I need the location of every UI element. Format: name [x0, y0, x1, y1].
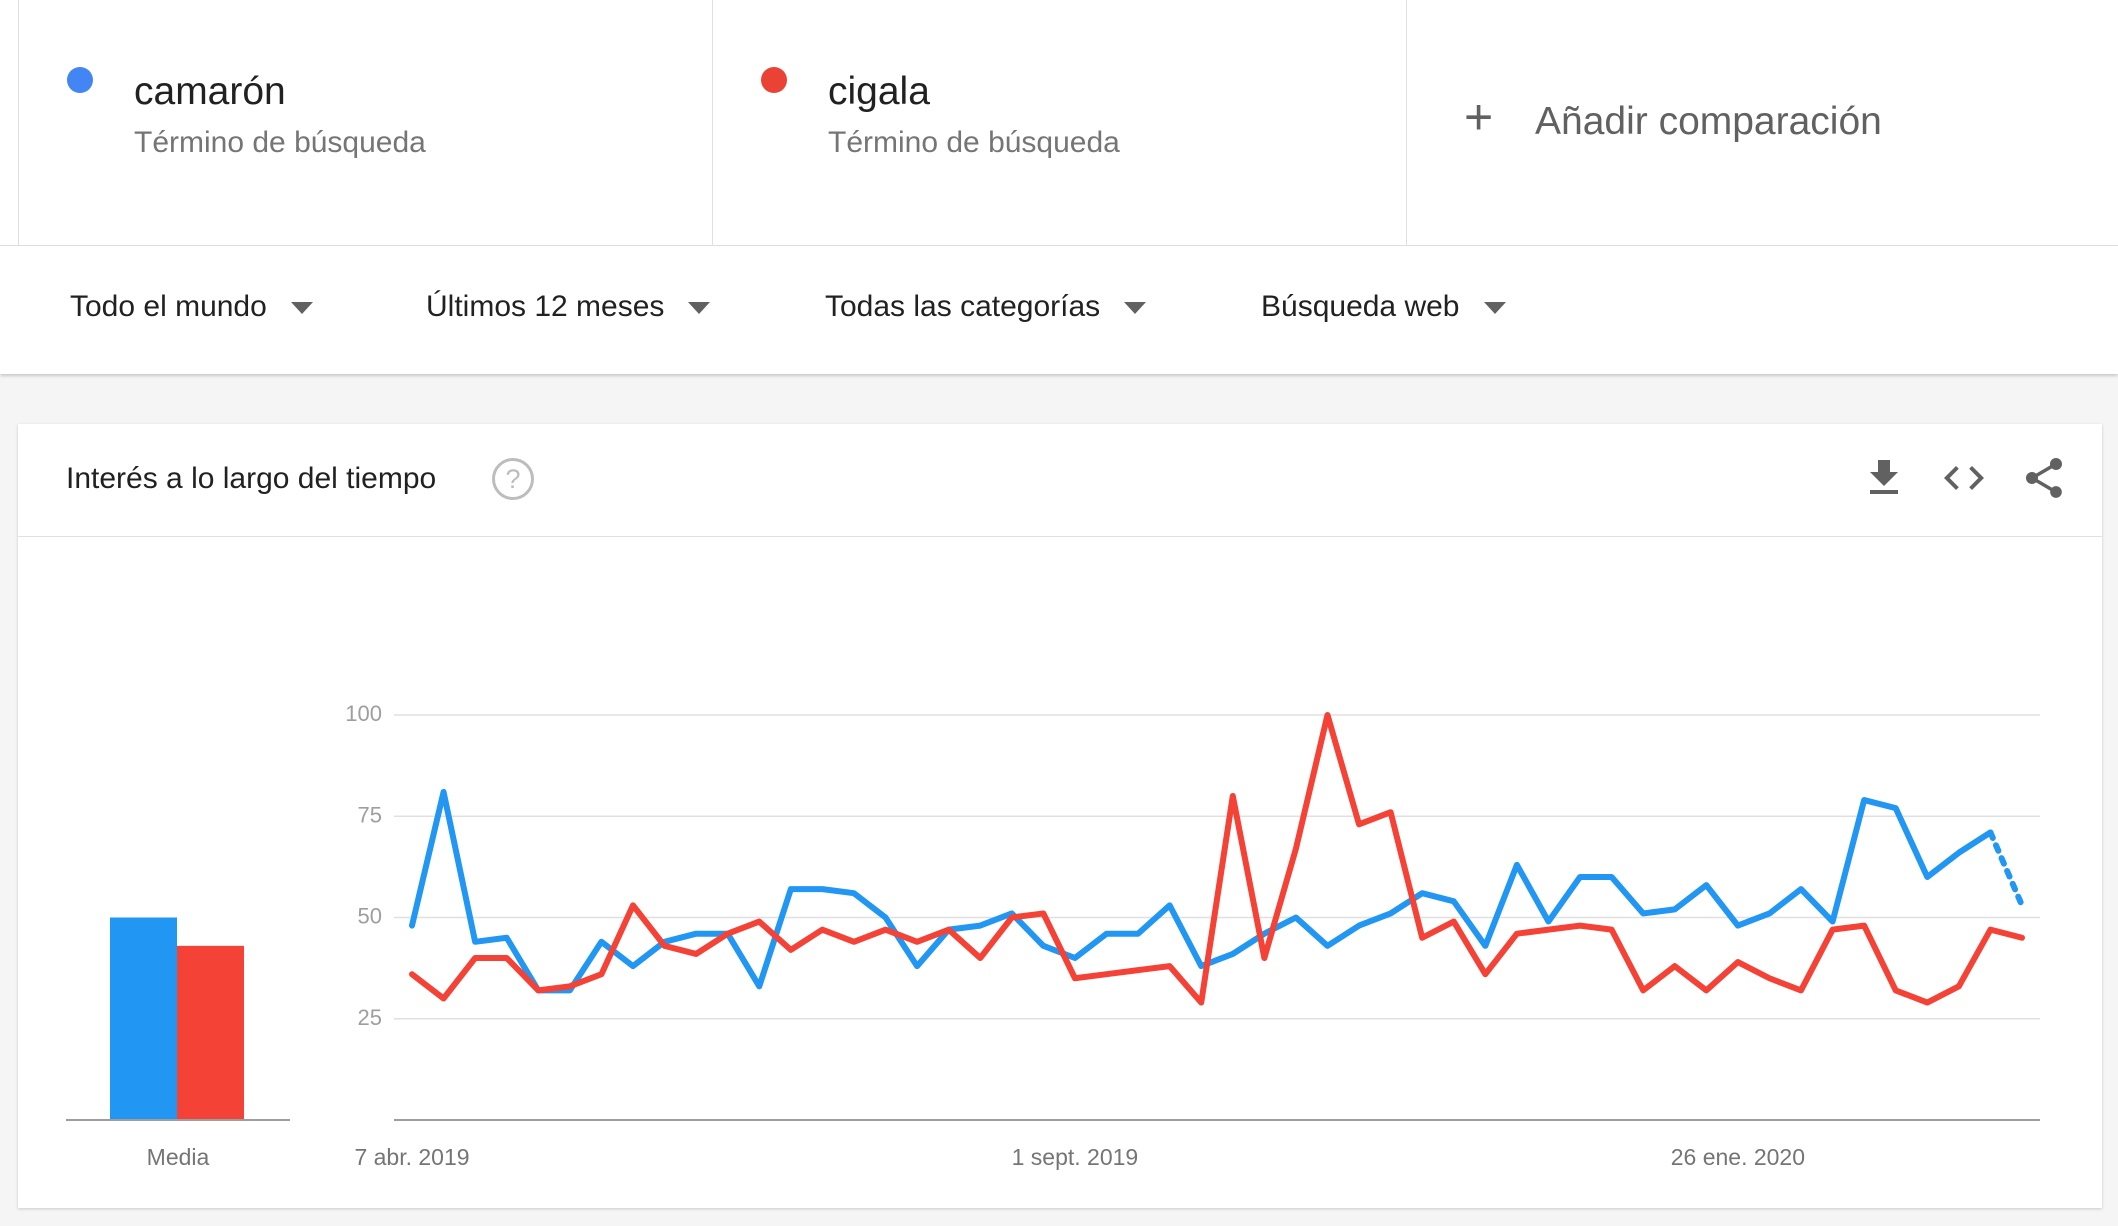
- card-title: Interés a lo largo del tiempo: [66, 462, 437, 495]
- y-tick-label: 100: [345, 701, 382, 726]
- average-bar-cigala: [177, 945, 244, 1120]
- time-range-dropdown[interactable]: Últimos 12 meses: [426, 290, 711, 324]
- y-tick-label: 25: [358, 1005, 382, 1030]
- time-range-label: Últimos 12 meses: [426, 290, 665, 323]
- term-card-camaron[interactable]: camarón Término de búsqueda: [18, 0, 712, 245]
- card-header: Interés a lo largo del tiempo ?: [18, 424, 2102, 537]
- plus-icon: +: [1464, 89, 1494, 145]
- embed-code-icon[interactable]: [1940, 454, 1988, 502]
- term-type: Término de búsqueda: [134, 126, 426, 159]
- average-bar-camaron: [110, 917, 177, 1120]
- caret-down-icon: [290, 302, 313, 315]
- caret-down-icon: [688, 302, 711, 315]
- region-label: Todo el mundo: [70, 290, 267, 323]
- add-comparison-button[interactable]: + Añadir comparación: [1406, 0, 2118, 245]
- series-partial-segment: [1987, 829, 2025, 909]
- series-line-cigala: [409, 712, 2025, 1006]
- interest-over-time-card: Interés a lo largo del tiempo ? 25 50 75 10…: [18, 424, 2102, 1208]
- y-tick-label: 50: [358, 904, 382, 929]
- term-color-dot: [761, 67, 787, 93]
- average-label: Media: [147, 1144, 210, 1170]
- share-icon[interactable]: [2020, 454, 2068, 502]
- region-dropdown[interactable]: Todo el mundo: [70, 290, 313, 324]
- caret-down-icon: [1124, 302, 1147, 315]
- search-type-dropdown[interactable]: Búsqueda web: [1261, 290, 1506, 324]
- term-name[interactable]: cigala: [828, 70, 930, 113]
- term-type: Término de búsqueda: [828, 126, 1120, 159]
- interest-line-chart[interactable]: 25 50 75 100 7 abr. 2019 1 sept. 2019 26 ene. …: [18, 537, 2102, 1207]
- term-name[interactable]: camarón: [134, 70, 286, 113]
- chart-area: 25 50 75 100 7 abr. 2019 1 sept. 2019 26 ene. …: [18, 537, 2102, 1207]
- term-card-cigala[interactable]: cigala Término de búsqueda: [712, 0, 1406, 245]
- x-tick-label: 26 ene. 2020: [1671, 1144, 1805, 1170]
- search-terms-bar: camarón Término de búsqueda cigala Térmi…: [0, 0, 2118, 246]
- category-label: Todas las categorías: [825, 290, 1101, 323]
- help-icon[interactable]: ?: [492, 458, 534, 500]
- add-comparison-label: Añadir comparación: [1535, 100, 1882, 143]
- y-tick-label: 75: [358, 802, 382, 827]
- caret-down-icon: [1483, 302, 1506, 315]
- search-type-label: Búsqueda web: [1261, 290, 1460, 323]
- series-line-camaron: [409, 788, 1994, 994]
- filters-bar: Todo el mundo Últimos 12 meses Todas las…: [0, 246, 2118, 374]
- category-dropdown[interactable]: Todas las categorías: [825, 290, 1147, 324]
- x-tick-label: 1 sept. 2019: [1012, 1144, 1139, 1170]
- download-icon[interactable]: [1860, 454, 1908, 502]
- x-tick-label: 7 abr. 2019: [354, 1144, 469, 1170]
- term-color-dot: [67, 67, 93, 93]
